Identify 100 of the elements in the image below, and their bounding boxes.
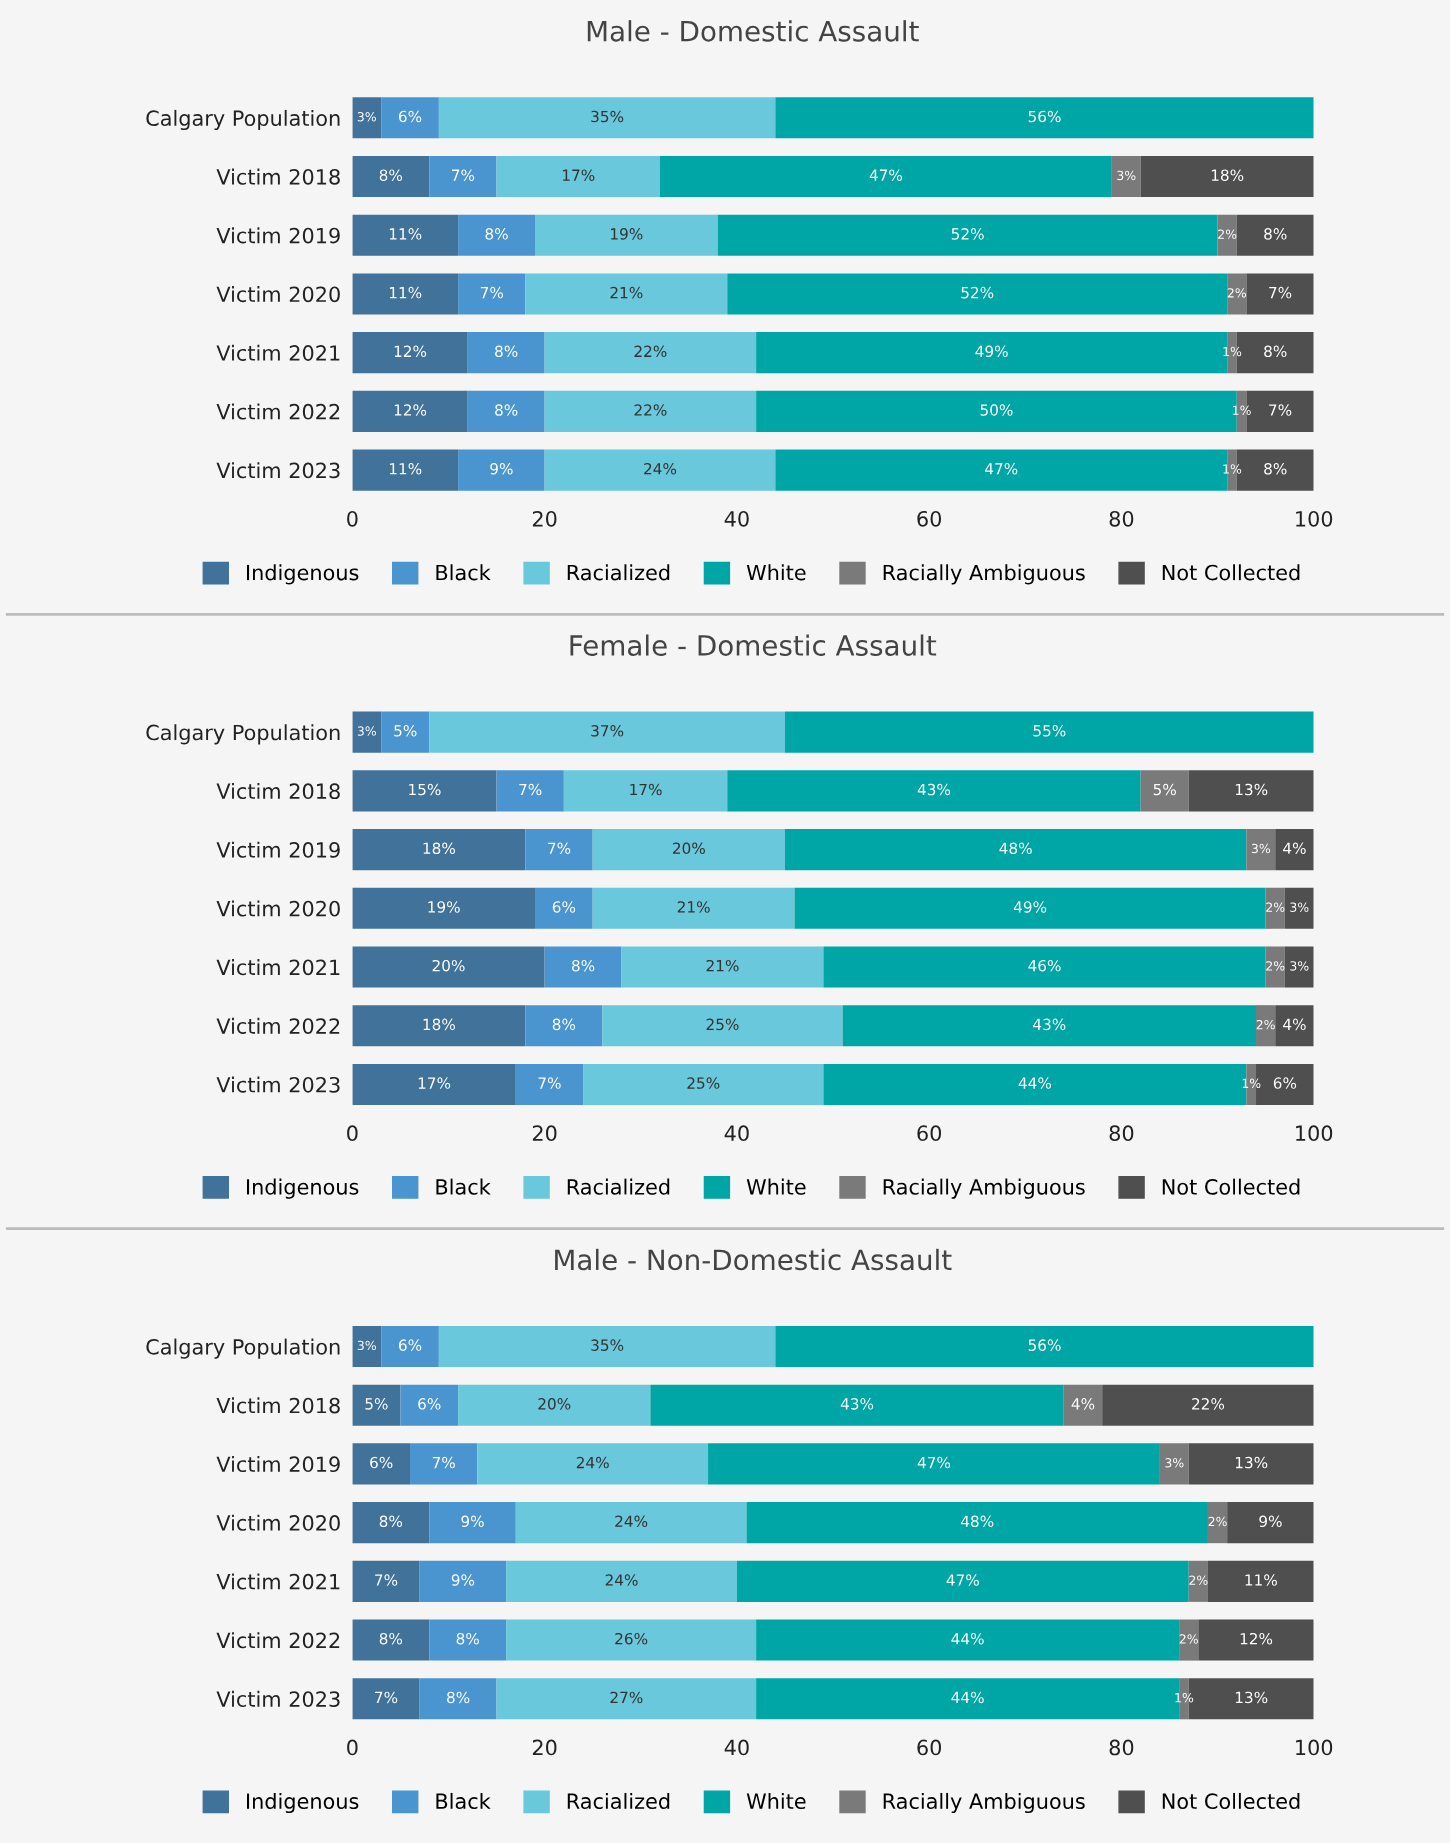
legend-label: Indigenous <box>247 1178 359 1199</box>
legend-label: Not Collected <box>1162 1792 1300 1810</box>
legend-label: Racially Ambiguous <box>883 1178 1085 1199</box>
legend-label: Racialized <box>567 1792 670 1810</box>
data-label: 22% <box>1192 1398 1225 1410</box>
data-label: 7% <box>519 783 542 796</box>
data-label: 20% <box>672 842 705 855</box>
bar <box>506 1619 757 1661</box>
bar <box>352 829 526 871</box>
bar <box>592 887 795 929</box>
data-label: 4% <box>1071 1398 1095 1410</box>
data-label: 47% <box>869 169 903 181</box>
data-label: 8% <box>495 404 518 416</box>
data-label: 13% <box>1235 783 1268 796</box>
legend-label: Black <box>436 1178 491 1195</box>
bar <box>1265 946 1285 988</box>
data-label: 3% <box>1251 843 1271 854</box>
x-tick-label: 0 <box>347 510 358 527</box>
bar <box>746 1502 1208 1544</box>
bar <box>410 1443 478 1485</box>
bar <box>352 1325 382 1368</box>
legend-label: Black <box>436 564 491 581</box>
data-label: 8% <box>379 169 403 181</box>
x-tick-label: 20 <box>532 1739 557 1756</box>
y-tick-label: Calgary Population <box>146 724 340 745</box>
data-label: 2% <box>1208 1516 1227 1527</box>
chart-title: Male - Non-Domestic Assault <box>555 1248 952 1271</box>
data-label: 24% <box>576 1456 609 1469</box>
bar <box>1227 1502 1314 1544</box>
data-label: 7% <box>1269 286 1292 299</box>
chart-title: Female - Domestic Assault <box>570 634 937 656</box>
y-tick-label: Victim 2020 <box>216 900 340 917</box>
bar <box>1179 1619 1199 1661</box>
data-label: 8% <box>571 959 595 972</box>
bar <box>525 829 593 871</box>
data-label: 56% <box>1028 1339 1061 1351</box>
legend-label: Indigenous <box>247 564 359 585</box>
bar <box>544 390 757 432</box>
bar <box>381 711 430 753</box>
data-label: 43% <box>1033 1018 1066 1031</box>
bar <box>1111 155 1141 198</box>
data-label: 20% <box>538 1398 571 1410</box>
bar <box>467 332 545 374</box>
y-tick-label: Calgary Population <box>146 1338 340 1359</box>
data-label: 7% <box>1269 404 1292 416</box>
data-label: 3% <box>357 726 376 736</box>
data-label: 4% <box>1283 1018 1306 1031</box>
y-tick-label: Victim 2021 <box>216 1573 340 1590</box>
data-label: 24% <box>605 1574 638 1586</box>
y-tick-label: Victim 2019 <box>216 227 340 244</box>
x-tick-label: 20 <box>532 1125 557 1142</box>
bar <box>1275 829 1314 871</box>
bar <box>544 449 776 491</box>
data-label: 56% <box>1028 110 1061 123</box>
data-label: 43% <box>917 783 951 796</box>
data-label: 26% <box>615 1632 648 1645</box>
bar <box>515 1063 584 1105</box>
x-tick-label: 60 <box>917 510 942 527</box>
bar <box>429 711 785 753</box>
y-tick-label: Victim 2018 <box>216 1397 340 1414</box>
data-label: 5% <box>394 725 417 737</box>
legend-label: Not Collected <box>1162 1178 1300 1195</box>
bar <box>535 214 718 256</box>
bar <box>458 449 545 491</box>
bar <box>352 1005 526 1047</box>
data-label: 49% <box>975 345 1008 358</box>
data-label: 18% <box>423 1018 456 1031</box>
bar <box>458 214 536 256</box>
data-label: 6% <box>1273 1077 1297 1089</box>
bar <box>352 390 468 432</box>
bar <box>400 1384 459 1426</box>
data-label: 2% <box>1266 902 1285 912</box>
legend-label: White <box>746 1792 806 1810</box>
bar <box>1236 214 1314 256</box>
data-label: 8% <box>447 1691 470 1704</box>
bar <box>602 1005 843 1047</box>
x-tick-label: 20 <box>532 510 557 527</box>
bar <box>352 155 430 198</box>
data-label: 15% <box>409 783 441 796</box>
data-label: 46% <box>1028 959 1061 972</box>
data-label: 3% <box>1117 170 1136 181</box>
bar <box>756 1619 1180 1661</box>
bar <box>717 214 1218 256</box>
data-label: 18% <box>423 842 456 855</box>
data-label: 7% <box>432 1456 455 1469</box>
data-label: 49% <box>1013 901 1047 913</box>
bar <box>438 1325 776 1368</box>
bar <box>727 273 1228 315</box>
data-label: 13% <box>1235 1691 1268 1704</box>
bar <box>352 214 459 256</box>
data-label: 17% <box>418 1077 451 1089</box>
bar <box>659 155 1112 198</box>
bar <box>1207 1502 1228 1544</box>
y-tick-label: Victim 2023 <box>216 1076 340 1093</box>
y-tick-label: Victim 2021 <box>216 959 340 976</box>
x-tick-label: 40 <box>724 1739 749 1756</box>
data-label: 12% <box>1240 1632 1273 1645</box>
bar <box>496 770 564 812</box>
bar <box>429 1502 516 1544</box>
bar <box>1207 1560 1314 1602</box>
